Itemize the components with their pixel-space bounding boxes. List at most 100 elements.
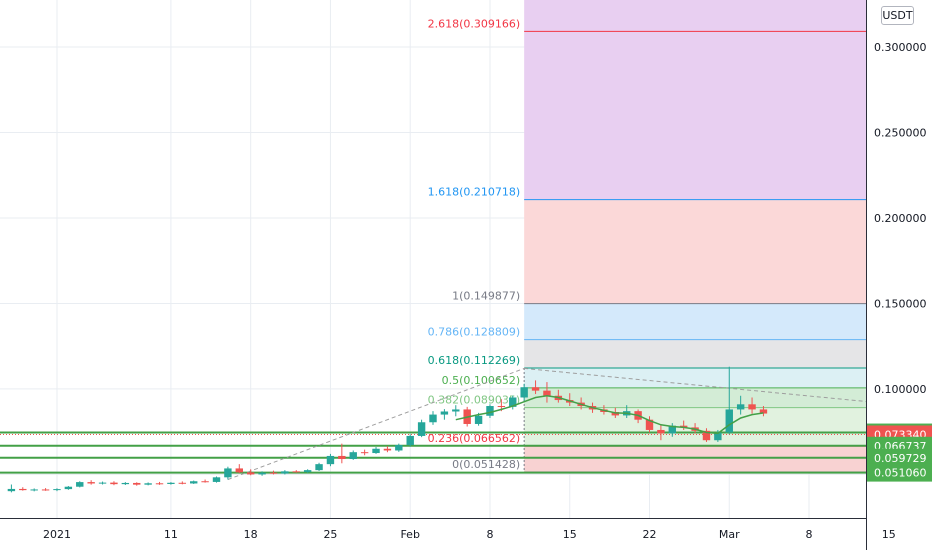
moving-average-line [455, 395, 764, 435]
fib-zone [524, 0, 866, 32]
candle-body [338, 455, 346, 460]
candle-body [714, 432, 722, 441]
trend-line[interactable] [227, 367, 878, 481]
candle-body [258, 472, 266, 475]
candle-body [190, 481, 198, 484]
candle-body [645, 419, 654, 430]
fib-retracement[interactable]: 0(0.051428) 0.236(0.066562) 0.382(0.089035… [428, 0, 866, 473]
candle-body [144, 483, 152, 485]
candle-body [76, 482, 84, 487]
time-tick-label: 8 [806, 528, 813, 541]
candle-body [133, 482, 141, 485]
fib-level-label: 0.5(0.100652) [442, 374, 521, 387]
candle-body [201, 481, 209, 483]
fib-level-label: 0.382(0.089035) [428, 394, 521, 407]
time-tick-label: Feb [400, 528, 419, 541]
candle-body [315, 464, 323, 471]
fib-level-label: 0(0.051428) [452, 458, 520, 471]
price-axis[interactable]: 0.100000 0.150000 0.200000 0.250000 0.300000 [866, 0, 932, 550]
candle-body [725, 409, 733, 433]
candle-body [611, 412, 620, 416]
candle-body [372, 448, 380, 454]
fib-zone [524, 367, 866, 388]
time-axis[interactable]: 2021 11 18 25 Feb 8 15 22 Mar 8 15 [0, 518, 896, 550]
candle-body [759, 409, 768, 414]
candle-body [235, 468, 243, 473]
candle-body [668, 425, 676, 434]
fib-level-label: 0.786(0.128809) [428, 326, 521, 339]
fib-zone [524, 199, 866, 304]
time-tick-label: 22 [643, 528, 657, 541]
candle-body [155, 483, 164, 485]
candle-body [395, 445, 403, 451]
fib-zone [524, 31, 866, 200]
candle-body [497, 406, 506, 408]
fib-level-label: 1(0.149877) [452, 290, 520, 303]
price-labels: 0.0744830.07334005:30:360.0667370.059729… [867, 423, 932, 482]
price-tick-label: 0.100000 [874, 383, 927, 396]
time-tick-label: 8 [486, 528, 493, 541]
candle-body [486, 406, 494, 416]
candle-body [53, 489, 61, 491]
candle-body [520, 387, 528, 398]
fib-level-label: 2.618(0.309166) [428, 17, 521, 30]
candle-body [64, 486, 73, 490]
candle-body [87, 482, 95, 484]
time-tick-label: 2021 [43, 528, 71, 541]
candle-body [736, 404, 745, 410]
candle-body [543, 390, 551, 396]
candle-body [110, 482, 118, 485]
time-tick-label: Mar [719, 528, 740, 541]
trend-line-rising [227, 367, 525, 481]
time-tick-label: 11 [164, 528, 178, 541]
fib-zone [524, 387, 866, 408]
candle-body [326, 455, 335, 465]
candle-body [509, 397, 517, 407]
price-tick-label: 0.250000 [874, 126, 927, 139]
fib-zone [524, 339, 866, 368]
candle-body [30, 489, 38, 491]
horizontal-lines[interactable] [0, 431, 866, 474]
candle-body [440, 411, 449, 415]
time-axis-bg [0, 518, 866, 550]
candle-body [246, 472, 255, 475]
trend-line-falling [524, 367, 878, 404]
price-label-text: 0.051060 [874, 467, 927, 480]
candle-body [212, 477, 221, 482]
candle-body [19, 488, 27, 491]
candle-body [531, 387, 540, 391]
fib-zone [524, 303, 866, 340]
time-tick-label: 18 [244, 528, 258, 541]
price-label-box [867, 463, 932, 482]
time-tick-label: 15 [882, 528, 896, 541]
time-tick-label: 25 [323, 528, 337, 541]
candle-body [303, 470, 312, 473]
candle-body [167, 482, 175, 484]
candle-body [349, 452, 357, 460]
candle-body [657, 429, 665, 434]
fib-level-label: 1.618(0.210718) [428, 186, 521, 199]
candle-body [7, 488, 16, 492]
candle-body [121, 482, 130, 485]
currency-badge[interactable]: USDT [881, 6, 914, 25]
fib-zone [524, 446, 866, 472]
price-label-box [867, 448, 932, 467]
candle-body [702, 430, 711, 441]
candle-body [269, 472, 278, 474]
candle-body [281, 471, 289, 474]
candle-body [383, 448, 392, 451]
moving-average [455, 395, 764, 435]
candle-body [417, 422, 426, 436]
candle-body [178, 482, 187, 484]
time-tick-label: 15 [563, 528, 577, 541]
candle-body [452, 409, 460, 412]
candle-body [224, 468, 232, 478]
candle-body [41, 489, 50, 491]
price-tick-label: 0.150000 [874, 297, 927, 310]
fib-level-label: 0.618(0.112269) [428, 354, 521, 367]
price-tick-label: 0.300000 [874, 41, 927, 54]
candle-body [98, 482, 107, 484]
candle-body [679, 425, 688, 428]
